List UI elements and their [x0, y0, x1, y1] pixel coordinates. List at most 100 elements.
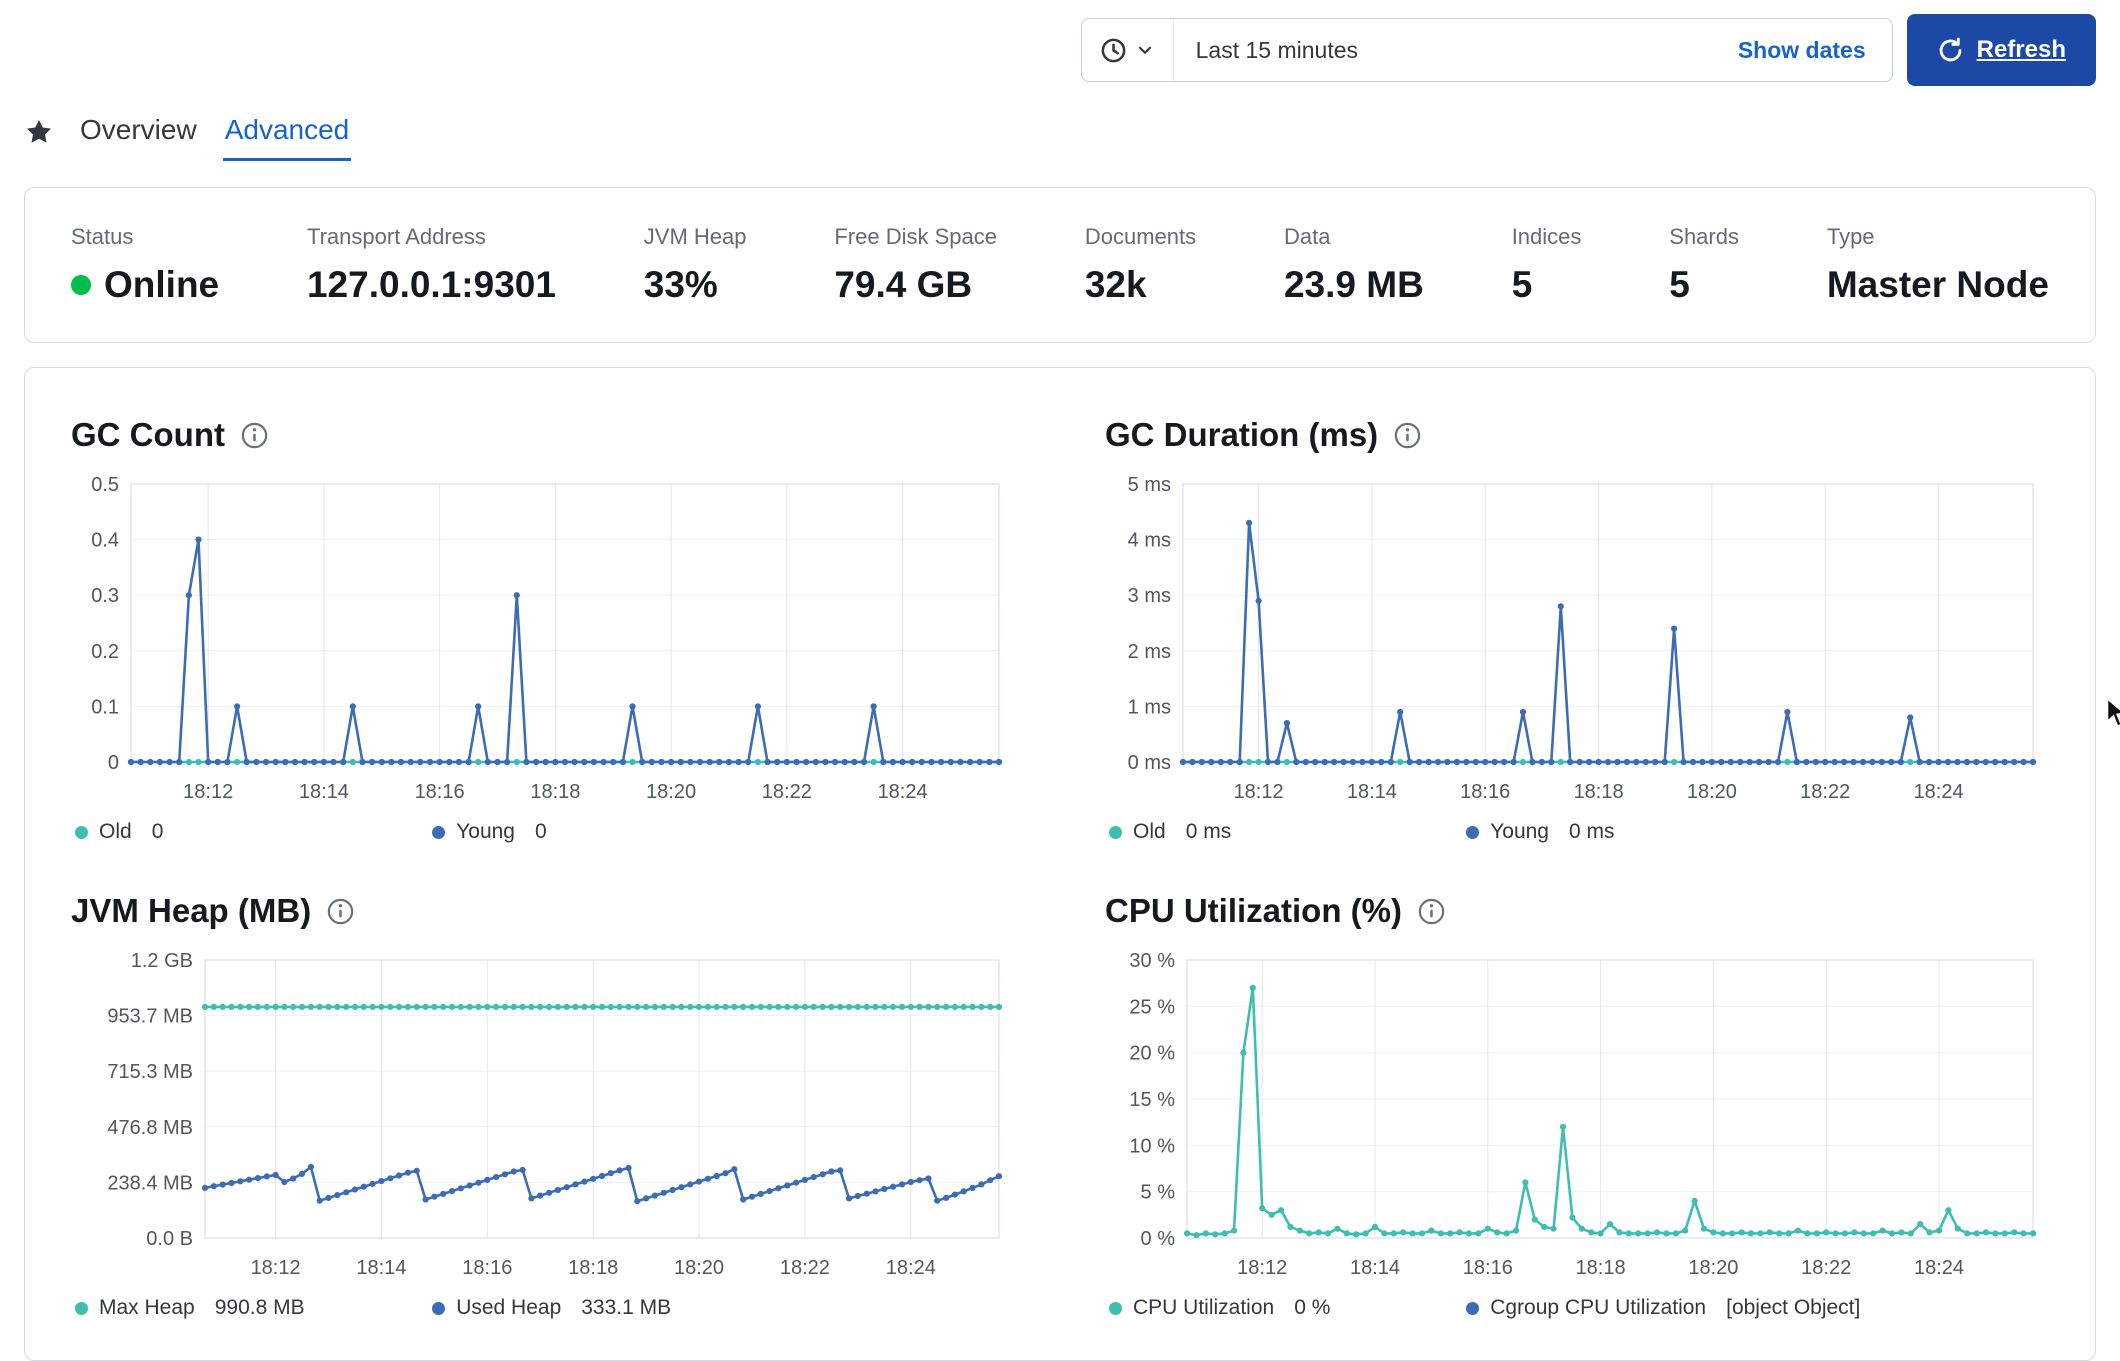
- svg-text:18:18: 18:18: [1574, 781, 1624, 803]
- chart-title: GC Count: [71, 416, 225, 453]
- gc-count-chart[interactable]: 0 0.1 0.2 0.3 0.4 0.5 18:12 18:14 18:16 18:18 18:2…: [71, 474, 1015, 810]
- time-quick-select-button[interactable]: [1082, 19, 1174, 81]
- svg-text:18:20: 18:20: [1687, 781, 1737, 803]
- svg-text:0.1: 0.1: [91, 696, 119, 718]
- svg-text:18:14: 18:14: [299, 781, 349, 803]
- chart-legend: CPU Utilization 0 % Cgroup CPU Utilizati…: [1105, 1296, 2049, 1320]
- svg-text:18:12: 18:12: [1237, 1257, 1287, 1279]
- svg-text:18:12: 18:12: [183, 781, 233, 803]
- tab-overview[interactable]: Overview: [78, 114, 199, 161]
- chevron-down-icon: [1138, 46, 1151, 54]
- info-icon[interactable]: [241, 422, 268, 449]
- info-icon[interactable]: [327, 898, 354, 925]
- summary-status: Status Online: [71, 224, 219, 306]
- legend-label: Cgroup CPU Utilization: [1490, 1296, 1707, 1319]
- summary-documents: Documents 32k: [1084, 224, 1197, 305]
- info-icon[interactable]: [1418, 898, 1445, 925]
- svg-text:4 ms: 4 ms: [1128, 530, 1171, 552]
- legend-item-old[interactable]: Old 0: [75, 820, 432, 844]
- legend-color-dot: [432, 1301, 446, 1315]
- legend-item-young[interactable]: Young 0 ms: [1466, 820, 2049, 844]
- summary-value: Online: [104, 264, 220, 305]
- svg-text:18:12: 18:12: [1234, 781, 1284, 803]
- legend-value: 0 ms: [1185, 820, 1232, 843]
- node-summary-bar: Status Online Transport Address 127.0.0.…: [24, 187, 2096, 343]
- status-online-dot: [71, 275, 91, 295]
- legend-label: Max Heap: [99, 1296, 195, 1319]
- summary-label: Status: [71, 224, 134, 249]
- svg-text:18:14: 18:14: [1350, 1257, 1400, 1279]
- mouse-cursor: [2104, 697, 2120, 733]
- info-icon[interactable]: [1394, 422, 1421, 449]
- svg-text:30 %: 30 %: [1129, 950, 1175, 972]
- gc-duration-chart[interactable]: 0 ms 1 ms 2 ms 3 ms 4 ms 5 ms 18:12 18:14 18:16 1…: [1105, 474, 2049, 810]
- svg-text:18:12: 18:12: [251, 1257, 301, 1279]
- svg-text:0.5: 0.5: [91, 474, 119, 496]
- svg-text:1.2 GB: 1.2 GB: [131, 950, 193, 972]
- jvm-heap-chart[interactable]: 0.0 B 238.4 MB 476.8 MB 715.3 MB 953.7 MB 1.2…: [71, 950, 1015, 1286]
- legend-color-dot: [1466, 825, 1480, 839]
- chart-legend: Max Heap 990.8 MB Used Heap 333.1 MB: [71, 1296, 1015, 1320]
- svg-text:18:18: 18:18: [1576, 1257, 1626, 1279]
- refresh-button-label: Refresh: [1976, 36, 2066, 63]
- legend-item-old[interactable]: Old 0 ms: [1109, 820, 1466, 844]
- legend-label: Young: [456, 820, 515, 843]
- charts-panel: GC Count 0 0.1 0.2 0.3 0.4 0.5 18:12 18:14 18:16…: [24, 367, 2096, 1361]
- svg-text:715.3 MB: 715.3 MB: [107, 1061, 193, 1083]
- gc-duration-chart-block: GC Duration (ms) 0 ms 1 ms 2 ms 3 ms 4 ms 5 m…: [1105, 416, 2049, 844]
- svg-text:0.0 B: 0.0 B: [146, 1228, 193, 1250]
- legend-value: 990.8 MB: [214, 1296, 305, 1319]
- svg-text:5 %: 5 %: [1141, 1182, 1176, 1204]
- top-bar: Last 15 minutes Show dates Refresh: [0, 0, 2120, 86]
- legend-item-young[interactable]: Young 0: [432, 820, 1015, 844]
- svg-text:0 ms: 0 ms: [1128, 752, 1171, 774]
- cpu-utilization-chart[interactable]: 0 % 5 % 10 % 15 % 20 % 25 % 30 % 18:12 18:14 18:1…: [1105, 950, 2049, 1286]
- summary-data: Data 23.9 MB: [1283, 224, 1424, 305]
- svg-text:0: 0: [108, 752, 119, 774]
- legend-item-max-heap[interactable]: Max Heap 990.8 MB: [75, 1296, 432, 1320]
- refresh-button[interactable]: Refresh: [1906, 14, 2096, 86]
- svg-text:18:24: 18:24: [878, 781, 928, 803]
- svg-text:20 %: 20 %: [1129, 1043, 1175, 1065]
- chart-title: GC Duration (ms): [1105, 416, 1379, 453]
- tabs-row: Overview Advanced: [0, 86, 2120, 161]
- time-range-display[interactable]: Last 15 minutes: [1195, 36, 1358, 63]
- tab-advanced[interactable]: Advanced: [222, 114, 352, 161]
- svg-text:2 ms: 2 ms: [1128, 641, 1171, 663]
- svg-text:15 %: 15 %: [1129, 1089, 1175, 1111]
- svg-text:18:24: 18:24: [1914, 781, 1964, 803]
- legend-value: 0 ms: [1568, 820, 1615, 843]
- show-dates-button[interactable]: Show dates: [1712, 37, 1892, 64]
- chart-legend: Old 0 ms Young 0 ms: [1105, 820, 2049, 844]
- svg-text:0 %: 0 %: [1141, 1228, 1176, 1250]
- legend-item-cpu-utilization[interactable]: CPU Utilization 0 %: [1109, 1296, 1466, 1320]
- legend-value: [object Object]: [1726, 1296, 1861, 1319]
- chart-title: CPU Utilization (%): [1105, 892, 1402, 929]
- svg-text:18:16: 18:16: [1460, 781, 1510, 803]
- time-picker: Last 15 minutes Show dates: [1080, 18, 1893, 82]
- svg-text:18:24: 18:24: [1914, 1257, 1964, 1279]
- svg-text:3 ms: 3 ms: [1128, 585, 1171, 607]
- legend-item-used-heap[interactable]: Used Heap 333.1 MB: [432, 1296, 1015, 1320]
- svg-text:18:16: 18:16: [1463, 1257, 1513, 1279]
- legend-item-cgroup-cpu-utilization[interactable]: Cgroup CPU Utilization [object Object]: [1466, 1296, 2049, 1320]
- favorite-star-icon[interactable]: [24, 117, 54, 161]
- summary-jvm-heap: JVM Heap 33%: [643, 224, 747, 305]
- legend-value: 0: [534, 820, 547, 843]
- svg-text:0.2: 0.2: [91, 641, 119, 663]
- jvm-heap-chart-block: JVM Heap (MB) 0.0 B 238.4 MB 476.8 MB 715.3…: [71, 892, 1015, 1320]
- svg-text:5 ms: 5 ms: [1128, 474, 1171, 496]
- summary-free-disk-space: Free Disk Space 79.4 GB: [834, 224, 997, 305]
- svg-text:238.4 MB: 238.4 MB: [107, 1172, 193, 1194]
- refresh-icon: [1939, 37, 1962, 61]
- svg-text:18:24: 18:24: [886, 1257, 936, 1279]
- summary-indices: Indices 5: [1511, 224, 1582, 305]
- legend-value: 333.1 MB: [581, 1296, 672, 1319]
- chart-title: JVM Heap (MB): [71, 892, 312, 929]
- legend-label: Old: [99, 820, 132, 843]
- svg-text:18:22: 18:22: [762, 781, 812, 803]
- svg-text:18:20: 18:20: [1688, 1257, 1738, 1279]
- legend-color-dot: [432, 825, 446, 839]
- legend-value: 0 %: [1294, 1296, 1331, 1319]
- legend-color-dot: [75, 1301, 88, 1315]
